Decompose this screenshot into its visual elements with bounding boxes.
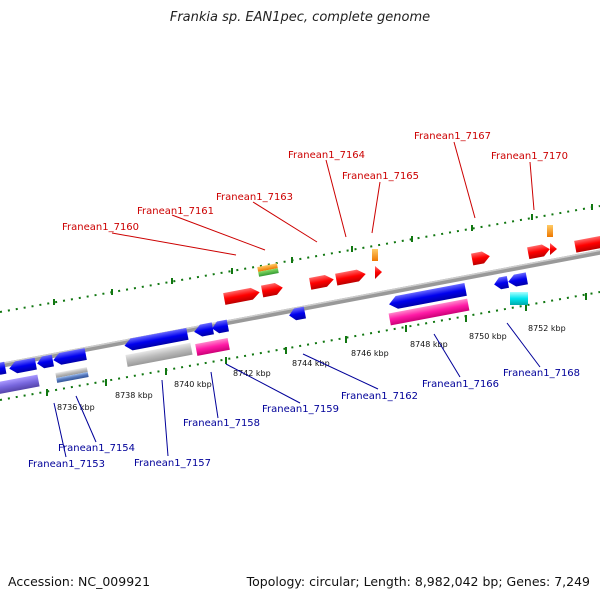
gene-arrow[interactable] [0, 361, 7, 377]
gene-arrow[interactable] [52, 348, 87, 366]
tick-label: 8744 kbp [292, 359, 330, 368]
gene-arrow[interactable] [375, 266, 382, 279]
gene-label[interactable]: Franean1_7159 [262, 404, 339, 415]
gene-arrow[interactable] [36, 354, 54, 370]
feature-box[interactable] [372, 249, 378, 261]
gene-label[interactable]: Franean1_7160 [62, 222, 139, 233]
gene-arrow[interactable] [123, 327, 189, 352]
gene-label[interactable]: Franean1_7154 [58, 443, 135, 454]
gene-arrow[interactable] [471, 250, 491, 266]
forward-genes [223, 225, 600, 305]
reverse-ring-ticks [46, 293, 587, 396]
gene-label[interactable]: Franean1_7166 [422, 379, 499, 390]
accession-text: Accession: NC_009921 [8, 574, 151, 589]
feature-box[interactable] [547, 225, 553, 237]
gene-label[interactable]: Franean1_7153 [28, 459, 105, 470]
bottom-leader-lines [53, 322, 541, 458]
top-leader-lines [111, 141, 535, 256]
gene-arrow[interactable] [223, 286, 261, 305]
gene-label[interactable]: Franean1_7164 [288, 150, 365, 161]
gene-label[interactable]: Franean1_7162 [341, 391, 418, 402]
feature-box[interactable] [510, 292, 528, 305]
feature-box[interactable] [0, 374, 40, 395]
top-gene-labels: Franean1_7160 Franean1_7161 Franean1_716… [62, 131, 568, 233]
gene-arrow[interactable] [211, 319, 229, 335]
topology-text: Topology: circular; Length: 8,982,042 bp… [246, 574, 590, 589]
gene-arrow[interactable] [550, 243, 557, 255]
feature-box[interactable] [258, 268, 279, 277]
bottom-gene-labels: Franean1_7153 Franean1_7154 Franean1_715… [28, 368, 580, 470]
tick-label: 8746 kbp [351, 349, 389, 358]
gene-arrow[interactable] [493, 275, 510, 290]
feature-box[interactable] [125, 342, 193, 367]
tick-label: 8742 kbp [233, 369, 271, 378]
tick-label: 8740 kbp [174, 380, 212, 389]
feature-box[interactable] [388, 298, 470, 326]
tick-label: 8738 kbp [115, 391, 153, 400]
gene-arrow[interactable] [309, 274, 335, 290]
gene-arrow[interactable] [388, 283, 467, 310]
tick-labels: 8736 kbp 8738 kbp 8740 kbp 8742 kbp 8744… [57, 324, 566, 412]
gene-arrow[interactable] [335, 268, 367, 286]
gene-label[interactable]: Franean1_7157 [134, 458, 211, 469]
tick-label: 8748 kbp [410, 340, 448, 349]
feature-box[interactable] [55, 367, 88, 378]
gene-arrow[interactable] [574, 235, 600, 253]
feature-box[interactable] [257, 263, 278, 272]
gene-arrow[interactable] [193, 322, 214, 337]
tick-label: 8736 kbp [57, 403, 95, 412]
gene-arrow[interactable] [261, 282, 284, 298]
forward-strand-ring [0, 205, 600, 313]
tick-label: 8750 kbp [469, 332, 507, 341]
feature-box[interactable] [195, 337, 230, 356]
gene-label[interactable]: Franean1_7170 [491, 151, 568, 162]
gene-label[interactable]: Franean1_7158 [183, 418, 260, 429]
feature-box[interactable] [56, 372, 89, 383]
gene-label[interactable]: Franean1_7165 [342, 171, 419, 182]
gene-label[interactable]: Franean1_7168 [503, 368, 580, 379]
reverse-strand-ring [0, 291, 600, 401]
tick-label: 8752 kbp [528, 324, 566, 333]
gene-arrow[interactable] [8, 357, 37, 375]
reverse-genes [0, 272, 528, 395]
forward-ring-ticks [53, 204, 593, 305]
gene-label[interactable]: Franean1_7161 [137, 206, 214, 217]
gene-label[interactable]: Franean1_7163 [216, 192, 293, 203]
gene-arrow[interactable] [527, 243, 551, 260]
map-title: Frankia sp. EAN1pec, complete genome [169, 10, 431, 25]
gene-arrow[interactable] [507, 272, 528, 287]
gene-arrow[interactable] [288, 306, 306, 322]
gene-label[interactable]: Franean1_7167 [414, 131, 491, 142]
